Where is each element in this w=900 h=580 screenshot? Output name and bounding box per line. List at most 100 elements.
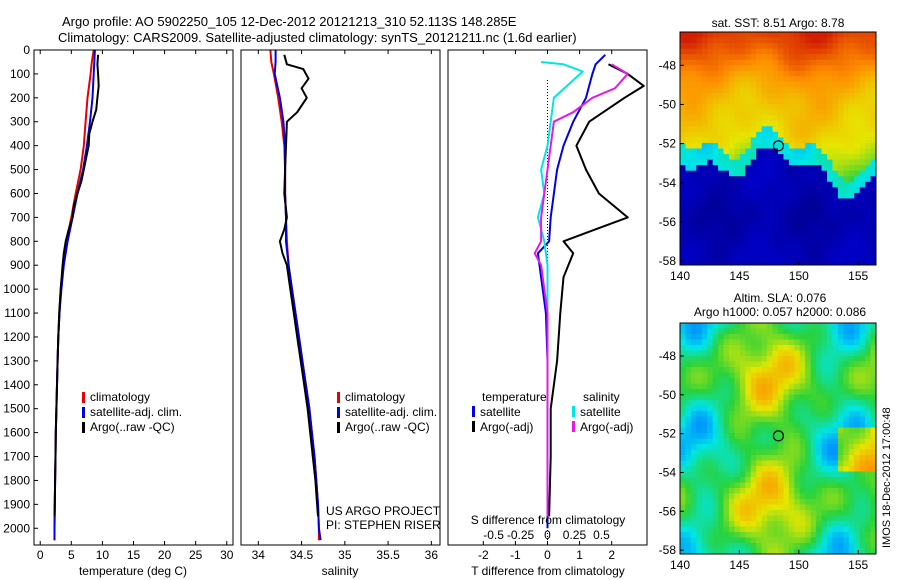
heatmap-cell bbox=[788, 154, 795, 160]
heatmap-cell bbox=[870, 526, 877, 533]
heatmap-cell bbox=[843, 115, 850, 122]
heatmap-cell bbox=[859, 176, 866, 183]
heatmap-cell bbox=[783, 482, 790, 489]
heatmap-cell bbox=[788, 356, 795, 362]
heatmap-cell bbox=[701, 471, 708, 478]
heatmap-cell bbox=[832, 334, 839, 340]
heatmap-cell bbox=[680, 115, 686, 122]
heatmap-cell bbox=[690, 466, 697, 472]
heatmap-cell bbox=[680, 259, 686, 266]
heatmap-cell bbox=[712, 405, 719, 412]
heatmap-cell bbox=[756, 32, 763, 38]
heatmap-cell bbox=[870, 165, 877, 172]
heatmap-cell bbox=[799, 226, 806, 233]
heatmap-cell bbox=[761, 154, 768, 160]
heatmap-cell bbox=[870, 383, 877, 390]
heatmap-cell bbox=[843, 248, 850, 255]
heatmap-cell bbox=[859, 109, 866, 116]
heatmap-cell bbox=[794, 515, 801, 522]
heatmap-cell bbox=[685, 159, 692, 166]
heatmap-cell bbox=[772, 345, 779, 351]
heatmap-cell bbox=[821, 137, 828, 144]
heatmap-cell bbox=[723, 510, 730, 516]
heatmap-cell bbox=[761, 510, 768, 516]
heatmap-cell bbox=[816, 176, 822, 183]
heatmap-cell bbox=[837, 416, 844, 423]
heatmap-cell bbox=[799, 350, 806, 357]
heatmap-cell bbox=[707, 131, 714, 138]
heatmap-cell bbox=[805, 383, 812, 390]
heatmap-cell bbox=[837, 427, 844, 434]
legend-label-temp-satellite: satellite bbox=[480, 405, 521, 419]
heatmap-cell bbox=[707, 104, 714, 111]
heatmap-cell bbox=[701, 87, 708, 94]
heatmap-cell bbox=[778, 438, 784, 445]
heatmap-cell bbox=[854, 532, 861, 538]
heatmap-cell bbox=[778, 405, 784, 412]
heatmap-cell bbox=[788, 120, 795, 127]
heatmap-cell bbox=[723, 131, 730, 138]
heatmap-cell bbox=[690, 323, 697, 329]
heatmap-cell bbox=[750, 93, 757, 99]
heatmap-cell bbox=[734, 400, 741, 406]
y-tick-label: -52 bbox=[659, 427, 677, 441]
heatmap-cell bbox=[865, 226, 871, 233]
heatmap-cell bbox=[821, 482, 828, 489]
heatmap-cell bbox=[837, 460, 844, 467]
heatmap-cell bbox=[799, 405, 806, 412]
heatmap-cell bbox=[805, 81, 812, 88]
heatmap-cell bbox=[750, 361, 757, 368]
heatmap-cell bbox=[734, 471, 741, 478]
heatmap-cell bbox=[837, 142, 844, 149]
heatmap-cell bbox=[718, 356, 724, 362]
heatmap-cell bbox=[750, 471, 757, 478]
heatmap-cell bbox=[848, 389, 855, 395]
heatmap-cell bbox=[821, 115, 828, 122]
heatmap-cell bbox=[734, 165, 741, 172]
heatmap-cell bbox=[783, 198, 790, 205]
heatmap-cell bbox=[690, 537, 697, 544]
heatmap-cell bbox=[848, 438, 855, 445]
heatmap-cell bbox=[761, 170, 768, 177]
heatmap-cell bbox=[832, 59, 839, 66]
heatmap-cell bbox=[870, 499, 877, 505]
legend-title-salinity: salinity bbox=[583, 390, 620, 404]
heatmap-cell bbox=[827, 54, 833, 61]
heatmap-cell bbox=[745, 187, 752, 194]
heatmap-cell bbox=[696, 192, 703, 199]
heatmap-cell bbox=[739, 137, 746, 144]
heatmap-cell bbox=[718, 192, 724, 199]
heatmap-cell bbox=[805, 350, 812, 357]
heatmap-cell bbox=[685, 328, 692, 335]
heatmap-cell bbox=[788, 438, 795, 445]
heatmap-cell bbox=[718, 126, 724, 133]
heatmap-cell bbox=[848, 181, 855, 188]
heatmap-cell bbox=[772, 165, 779, 172]
heatmap-cell bbox=[821, 48, 828, 55]
heatmap-cell bbox=[799, 372, 806, 379]
heatmap-cell bbox=[778, 226, 784, 233]
heatmap-cell bbox=[832, 120, 839, 127]
heatmap-cell bbox=[859, 231, 866, 238]
heatmap-cell bbox=[832, 460, 839, 467]
heatmap-cell bbox=[772, 253, 779, 260]
heatmap-cell bbox=[832, 394, 839, 401]
heatmap-cell bbox=[756, 389, 763, 395]
heatmap-cell bbox=[805, 493, 812, 500]
heatmap-cell bbox=[848, 339, 855, 346]
heatmap-cell bbox=[745, 515, 752, 522]
heatmap-cell bbox=[783, 389, 790, 395]
heatmap-cell bbox=[729, 400, 735, 406]
heatmap-cell bbox=[794, 181, 801, 188]
heatmap-cell bbox=[696, 220, 703, 227]
heatmap-cell bbox=[843, 37, 850, 44]
heatmap-cell bbox=[707, 76, 714, 83]
heatmap-cell bbox=[854, 93, 861, 99]
heatmap-cell bbox=[685, 248, 692, 255]
heatmap-cell bbox=[701, 449, 708, 456]
heatmap-cell bbox=[756, 334, 763, 340]
heatmap-cell bbox=[799, 504, 806, 511]
heatmap-cell bbox=[734, 416, 741, 423]
heatmap-cell bbox=[767, 466, 773, 472]
heatmap-cell bbox=[729, 367, 735, 373]
